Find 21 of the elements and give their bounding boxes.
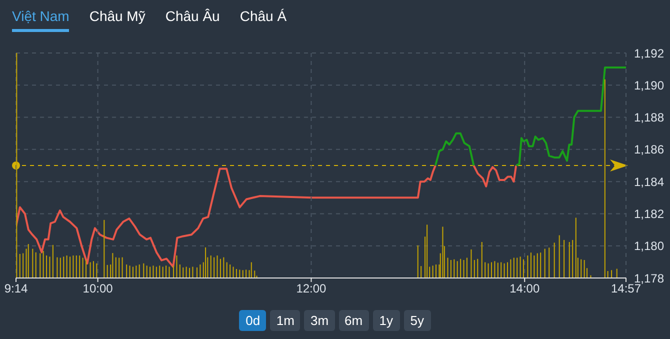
x-tick-label: 9:14 (4, 282, 28, 296)
y-tick-label: 1,186 (634, 142, 664, 157)
text: 1m (270, 310, 300, 331)
y-tick-label: 1,184 (634, 174, 664, 189)
y-tick-label: 1,188 (634, 110, 664, 125)
text: 6m (338, 310, 369, 331)
text: Châu Mỹ (89, 8, 146, 26)
text: 0d (239, 310, 266, 331)
y-tick-label: 1,192 (634, 46, 664, 60)
text: Châu Âu (165, 8, 220, 26)
text: 3m (304, 310, 335, 331)
text: Châu Á (240, 8, 287, 26)
x-tick-label: 12:00 (296, 282, 327, 296)
x-tick-label: 10:00 (82, 282, 114, 296)
y-tick-label: 1,182 (634, 206, 664, 221)
text: 1y (372, 310, 400, 331)
y-tick-label: 1,190 (634, 78, 664, 92)
text: 5y (404, 310, 431, 331)
x-tick-label: 14:00 (510, 282, 540, 296)
text: Việt Nam (12, 8, 70, 32)
y-tick-label: 1,180 (634, 239, 664, 254)
